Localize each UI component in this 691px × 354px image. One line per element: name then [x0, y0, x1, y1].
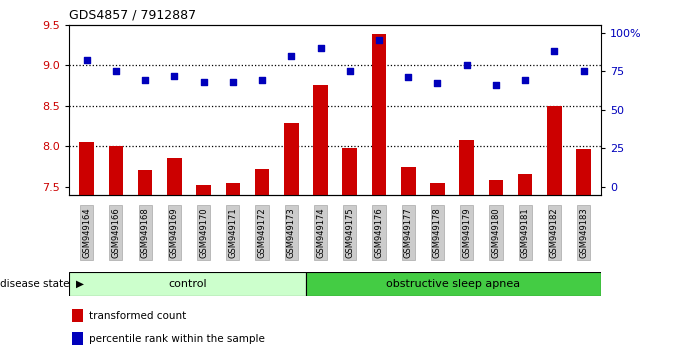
- Point: [315, 45, 326, 51]
- Point: [111, 68, 122, 74]
- Bar: [167, 158, 182, 195]
- Text: GSM949180: GSM949180: [491, 207, 500, 258]
- Text: transformed count: transformed count: [88, 311, 186, 321]
- Bar: [372, 34, 386, 195]
- Bar: [138, 170, 153, 195]
- Point: [140, 78, 151, 83]
- Text: GSM949177: GSM949177: [404, 207, 413, 258]
- Bar: [343, 148, 357, 195]
- Text: percentile rank within the sample: percentile rank within the sample: [88, 333, 265, 344]
- Text: GSM949172: GSM949172: [258, 207, 267, 258]
- Text: GSM949170: GSM949170: [199, 207, 208, 258]
- Text: disease state  ▶: disease state ▶: [0, 279, 84, 289]
- Text: GSM949181: GSM949181: [520, 207, 530, 258]
- Bar: [284, 124, 299, 195]
- Text: GSM949178: GSM949178: [433, 207, 442, 258]
- Point: [373, 38, 384, 43]
- Text: GSM949183: GSM949183: [579, 207, 588, 258]
- Text: GSM949164: GSM949164: [82, 207, 91, 258]
- Bar: [460, 140, 474, 195]
- Text: GSM949182: GSM949182: [550, 207, 559, 258]
- Point: [403, 74, 414, 80]
- Bar: [196, 185, 211, 195]
- Bar: [430, 183, 445, 195]
- Point: [549, 48, 560, 54]
- Point: [461, 62, 472, 68]
- Text: GSM949176: GSM949176: [375, 207, 384, 258]
- Bar: [313, 85, 328, 195]
- Bar: [108, 146, 123, 195]
- Text: GSM949173: GSM949173: [287, 207, 296, 258]
- Bar: [72, 309, 84, 322]
- Bar: [576, 149, 591, 195]
- Text: GSM949168: GSM949168: [140, 207, 150, 258]
- Text: GSM949175: GSM949175: [346, 207, 354, 258]
- Text: GSM949166: GSM949166: [111, 207, 120, 258]
- Bar: [79, 142, 94, 195]
- Bar: [518, 175, 533, 195]
- Bar: [225, 183, 240, 195]
- Point: [432, 81, 443, 86]
- Point: [81, 57, 92, 63]
- Text: GDS4857 / 7912887: GDS4857 / 7912887: [69, 9, 196, 22]
- Point: [286, 53, 297, 58]
- Bar: [305, 272, 601, 296]
- Point: [256, 78, 267, 83]
- Bar: [72, 332, 84, 345]
- Bar: [255, 169, 269, 195]
- Text: obstructive sleep apnea: obstructive sleep apnea: [386, 279, 520, 289]
- Point: [491, 82, 502, 88]
- Point: [227, 79, 238, 85]
- Text: control: control: [168, 279, 207, 289]
- Bar: [69, 272, 305, 296]
- Bar: [489, 180, 503, 195]
- Text: GSM949174: GSM949174: [316, 207, 325, 258]
- Point: [578, 68, 589, 74]
- Point: [344, 68, 355, 74]
- Bar: [401, 167, 415, 195]
- Text: GSM949179: GSM949179: [462, 207, 471, 258]
- Text: GSM949171: GSM949171: [228, 207, 237, 258]
- Point: [198, 79, 209, 85]
- Text: GSM949169: GSM949169: [170, 207, 179, 258]
- Point: [520, 78, 531, 83]
- Bar: [547, 106, 562, 195]
- Point: [169, 73, 180, 79]
